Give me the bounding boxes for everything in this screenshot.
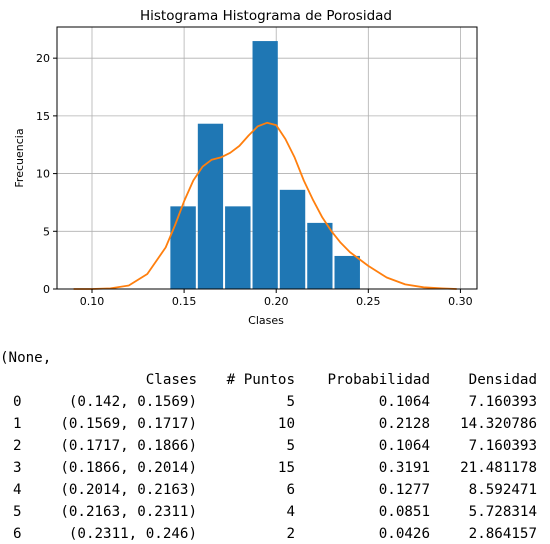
y-tick-label: 20 [36, 52, 50, 65]
x-tick-label: 0.15 [172, 295, 197, 308]
output-prefix: (None, [0, 350, 52, 366]
table-row: 4 (0.2014, 0.2163) 6 0.1277 8.592471 [0, 480, 550, 500]
y-axis-label: Frecuencia [13, 128, 26, 187]
cell-clases: (0.1717, 0.1866) [60, 438, 197, 454]
cell-puntos: 10 [277, 416, 295, 432]
plot-frame [56, 26, 478, 290]
y-tick-label: 5 [43, 225, 50, 238]
cell-clases: (0.142, 0.1569) [68, 394, 197, 410]
histogram-bar [225, 206, 251, 289]
row-index: 2 [13, 438, 22, 454]
cell-puntos: 2 [286, 526, 295, 542]
cell-densidad: 14.320786 [460, 416, 537, 432]
row-index: 6 [13, 526, 22, 542]
cell-densidad: 5.728314 [468, 504, 537, 520]
cell-clases: (0.1866, 0.2014) [60, 460, 197, 476]
histogram-bar [252, 41, 278, 289]
cell-puntos: 5 [286, 438, 295, 454]
density-curve-group [73, 121, 457, 290]
histogram-bar [170, 206, 196, 289]
cell-puntos: 5 [286, 394, 295, 410]
cell-densidad: 2.864157 [468, 526, 537, 542]
console-output: (None, Clases # Puntos Probabilidad Dens… [0, 348, 550, 542]
cell-probabilidad: 0.1277 [378, 482, 430, 498]
cell-probabilidad: 0.0426 [378, 526, 430, 542]
row-index: 4 [13, 482, 22, 498]
cell-puntos: 15 [277, 460, 295, 476]
x-axis-label: Clases [248, 314, 284, 327]
table-row: 3 (0.1866, 0.2014) 15 0.3191 21.481178 [0, 458, 550, 478]
cell-densidad: 7.160393 [468, 438, 537, 454]
y-tick-label: 10 [36, 168, 50, 181]
histogram-chart: Histograma Histograma de Porosidad 0.10 0… [13, 8, 478, 327]
cell-clases: (0.1569, 0.1717) [60, 416, 197, 432]
cell-clases: (0.2311, 0.246) [68, 526, 197, 542]
cell-probabilidad: 0.1064 [378, 438, 430, 454]
cell-densidad: 7.160393 [468, 394, 537, 410]
histogram-bar [197, 123, 224, 289]
table-row: 6 (0.2311, 0.246) 2 0.0426 2.864157 [0, 524, 550, 544]
column-header-probabilidad: Probabilidad [327, 372, 431, 388]
column-header-densidad: Densidad [468, 372, 537, 388]
x-tick-label: 0.20 [264, 295, 289, 308]
row-index: 0 [13, 394, 22, 410]
table-row: 2 (0.1717, 0.1866) 5 0.1064 7.160393 [0, 436, 550, 456]
y-axis-ticks: 0 5 10 15 20 [36, 52, 57, 296]
table-row: 1 (0.1569, 0.1717) 10 0.2128 14.320786 [0, 414, 550, 434]
cell-probabilidad: 0.0851 [378, 504, 430, 520]
x-tick-label: 0.10 [80, 295, 105, 308]
cell-puntos: 4 [286, 504, 295, 520]
table-row: 0 (0.142, 0.1569) 5 0.1064 7.160393 [0, 392, 550, 412]
row-index: 3 [13, 460, 22, 476]
x-axis-ticks: 0.10 0.15 0.20 0.25 0.30 [80, 289, 473, 308]
column-header-puntos: # Puntos [226, 372, 295, 388]
cell-probabilidad: 0.2128 [378, 416, 430, 432]
table-header: Clases # Puntos Probabilidad Densidad [0, 370, 550, 390]
histogram-bars [170, 41, 360, 289]
row-index: 1 [13, 416, 22, 432]
y-tick-label: 0 [43, 283, 50, 296]
cell-clases: (0.2163, 0.2311) [60, 504, 197, 520]
cell-clases: (0.2014, 0.2163) [60, 482, 197, 498]
histogram-bar [307, 222, 333, 289]
x-tick-label: 0.30 [448, 295, 473, 308]
chart-title: Histograma Histograma de Porosidad [140, 8, 392, 24]
table-row: 5 (0.2163, 0.2311) 4 0.0851 5.728314 [0, 502, 550, 522]
y-tick-label: 15 [36, 110, 50, 123]
cell-probabilidad: 0.3191 [378, 460, 430, 476]
cell-puntos: 6 [286, 482, 295, 498]
histogram-bar [334, 255, 360, 289]
histogram-bar [279, 189, 306, 289]
cell-probabilidad: 0.1064 [378, 394, 430, 410]
cell-densidad: 8.592471 [468, 482, 537, 498]
cell-densidad: 21.481178 [460, 460, 537, 476]
column-header-clases: Clases [145, 372, 197, 388]
x-tick-label: 0.25 [356, 295, 381, 308]
density-curve [73, 121, 457, 290]
row-index: 5 [13, 504, 22, 520]
